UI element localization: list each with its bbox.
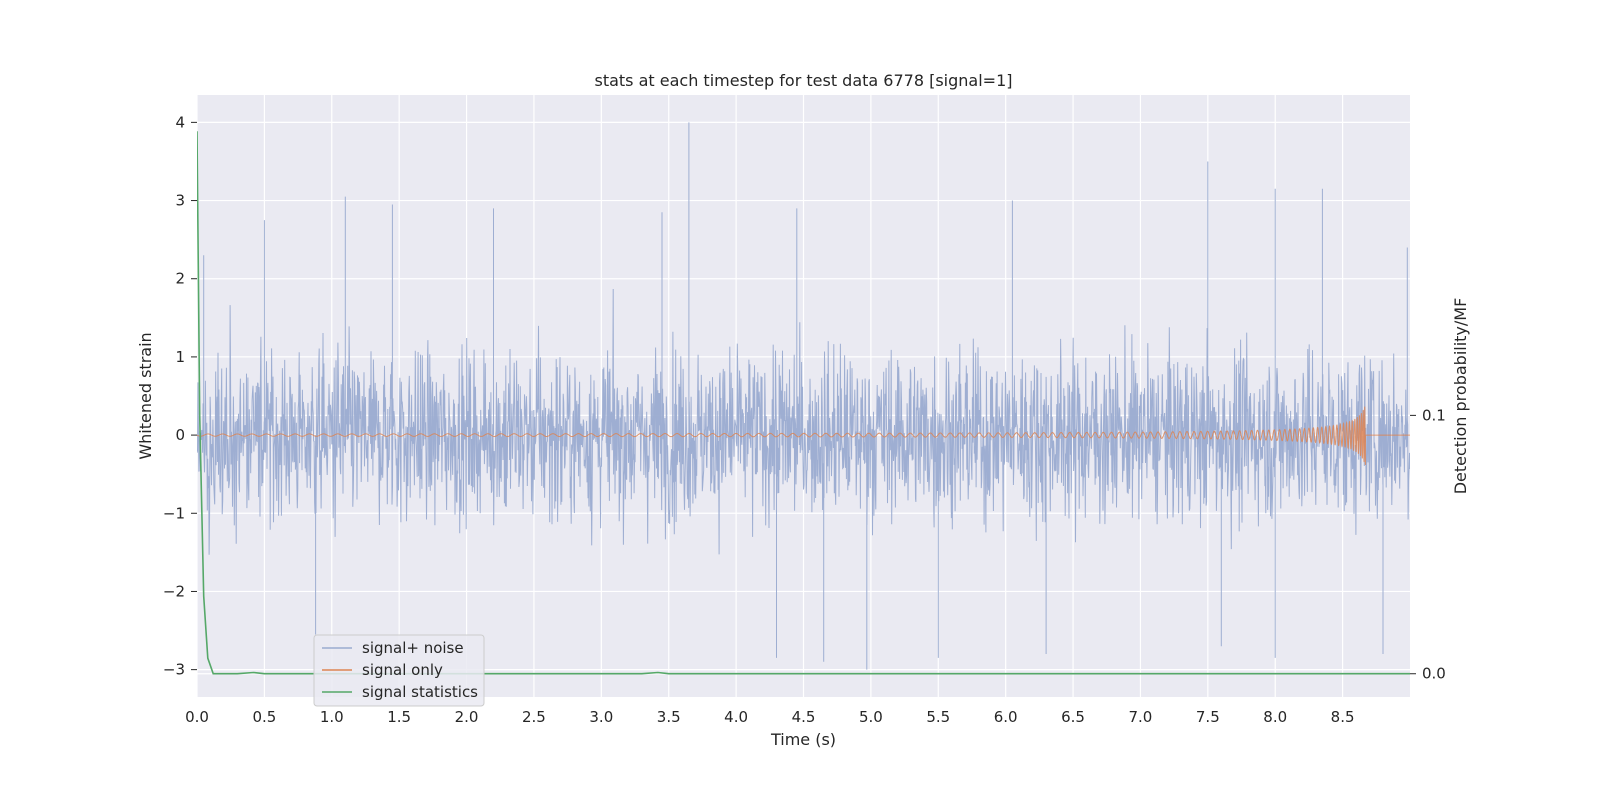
y-tick-label: 3 <box>175 192 185 210</box>
x-tick-label: 5.5 <box>926 708 950 726</box>
grid <box>196 95 1410 697</box>
series-line-signal-noise <box>197 122 1410 670</box>
x-tick-label: 4.5 <box>792 708 816 726</box>
x-tick-label: 6.0 <box>994 708 1018 726</box>
right-axis-label: Detection probability/MF <box>1451 298 1470 495</box>
y-tick-label: −2 <box>163 582 185 600</box>
y-axis-ticks: −3 −2 −1 0 1 2 3 4 <box>163 113 197 679</box>
x-tick-label: 8.5 <box>1331 708 1355 726</box>
x-axis-label: Time (s) <box>770 730 836 749</box>
x-tick-label: 7.5 <box>1196 708 1220 726</box>
legend-label-signal-noise: signal+ noise <box>362 639 464 657</box>
x-tick-label: 6.5 <box>1061 708 1085 726</box>
x-tick-label: 8.0 <box>1263 708 1287 726</box>
right-tick-label: 0.0 <box>1422 665 1446 683</box>
legend-label-signal-statistics: signal statistics <box>362 683 478 701</box>
y-tick-label: −3 <box>163 661 185 679</box>
y-axis-label: Whitened strain <box>136 332 155 459</box>
x-tick-label: 3.0 <box>589 708 613 726</box>
legend-label-signal-only: signal only <box>362 661 443 679</box>
y-tick-label: 2 <box>175 270 185 288</box>
y-tick-label: −1 <box>163 504 185 522</box>
x-tick-label: 3.5 <box>657 708 681 726</box>
x-tick-label: 7.0 <box>1129 708 1153 726</box>
y-tick-label: 0 <box>175 426 185 444</box>
x-tick-label: 5.0 <box>859 708 883 726</box>
x-tick-label: 0.5 <box>252 708 276 726</box>
right-axis-ticks: 0.0 0.1 <box>1410 406 1446 683</box>
x-tick-label: 2.5 <box>522 708 546 726</box>
legend-box <box>313 634 485 707</box>
y-tick-label: 4 <box>175 113 185 131</box>
series-line-signal-only <box>197 406 1410 466</box>
x-tick-label: 0.0 <box>185 708 209 726</box>
x-tick-label: 2.0 <box>455 708 479 726</box>
chart-title: stats at each timestep for test data 677… <box>594 71 1012 90</box>
y-tick-label: 1 <box>175 348 185 366</box>
x-tick-label: 4.0 <box>724 708 748 726</box>
x-tick-label: 1.5 <box>387 708 411 726</box>
x-tick-label: 1.0 <box>320 708 344 726</box>
x-axis-ticks: 0.0 0.5 1.0 1.5 2.0 2.5 3.0 3.5 4.0 4.5 5.0 5.5 6.0 6… <box>185 708 1354 726</box>
right-tick-label: 0.1 <box>1422 406 1446 424</box>
legend: signal+ noise signal only signal statist… <box>313 634 485 707</box>
